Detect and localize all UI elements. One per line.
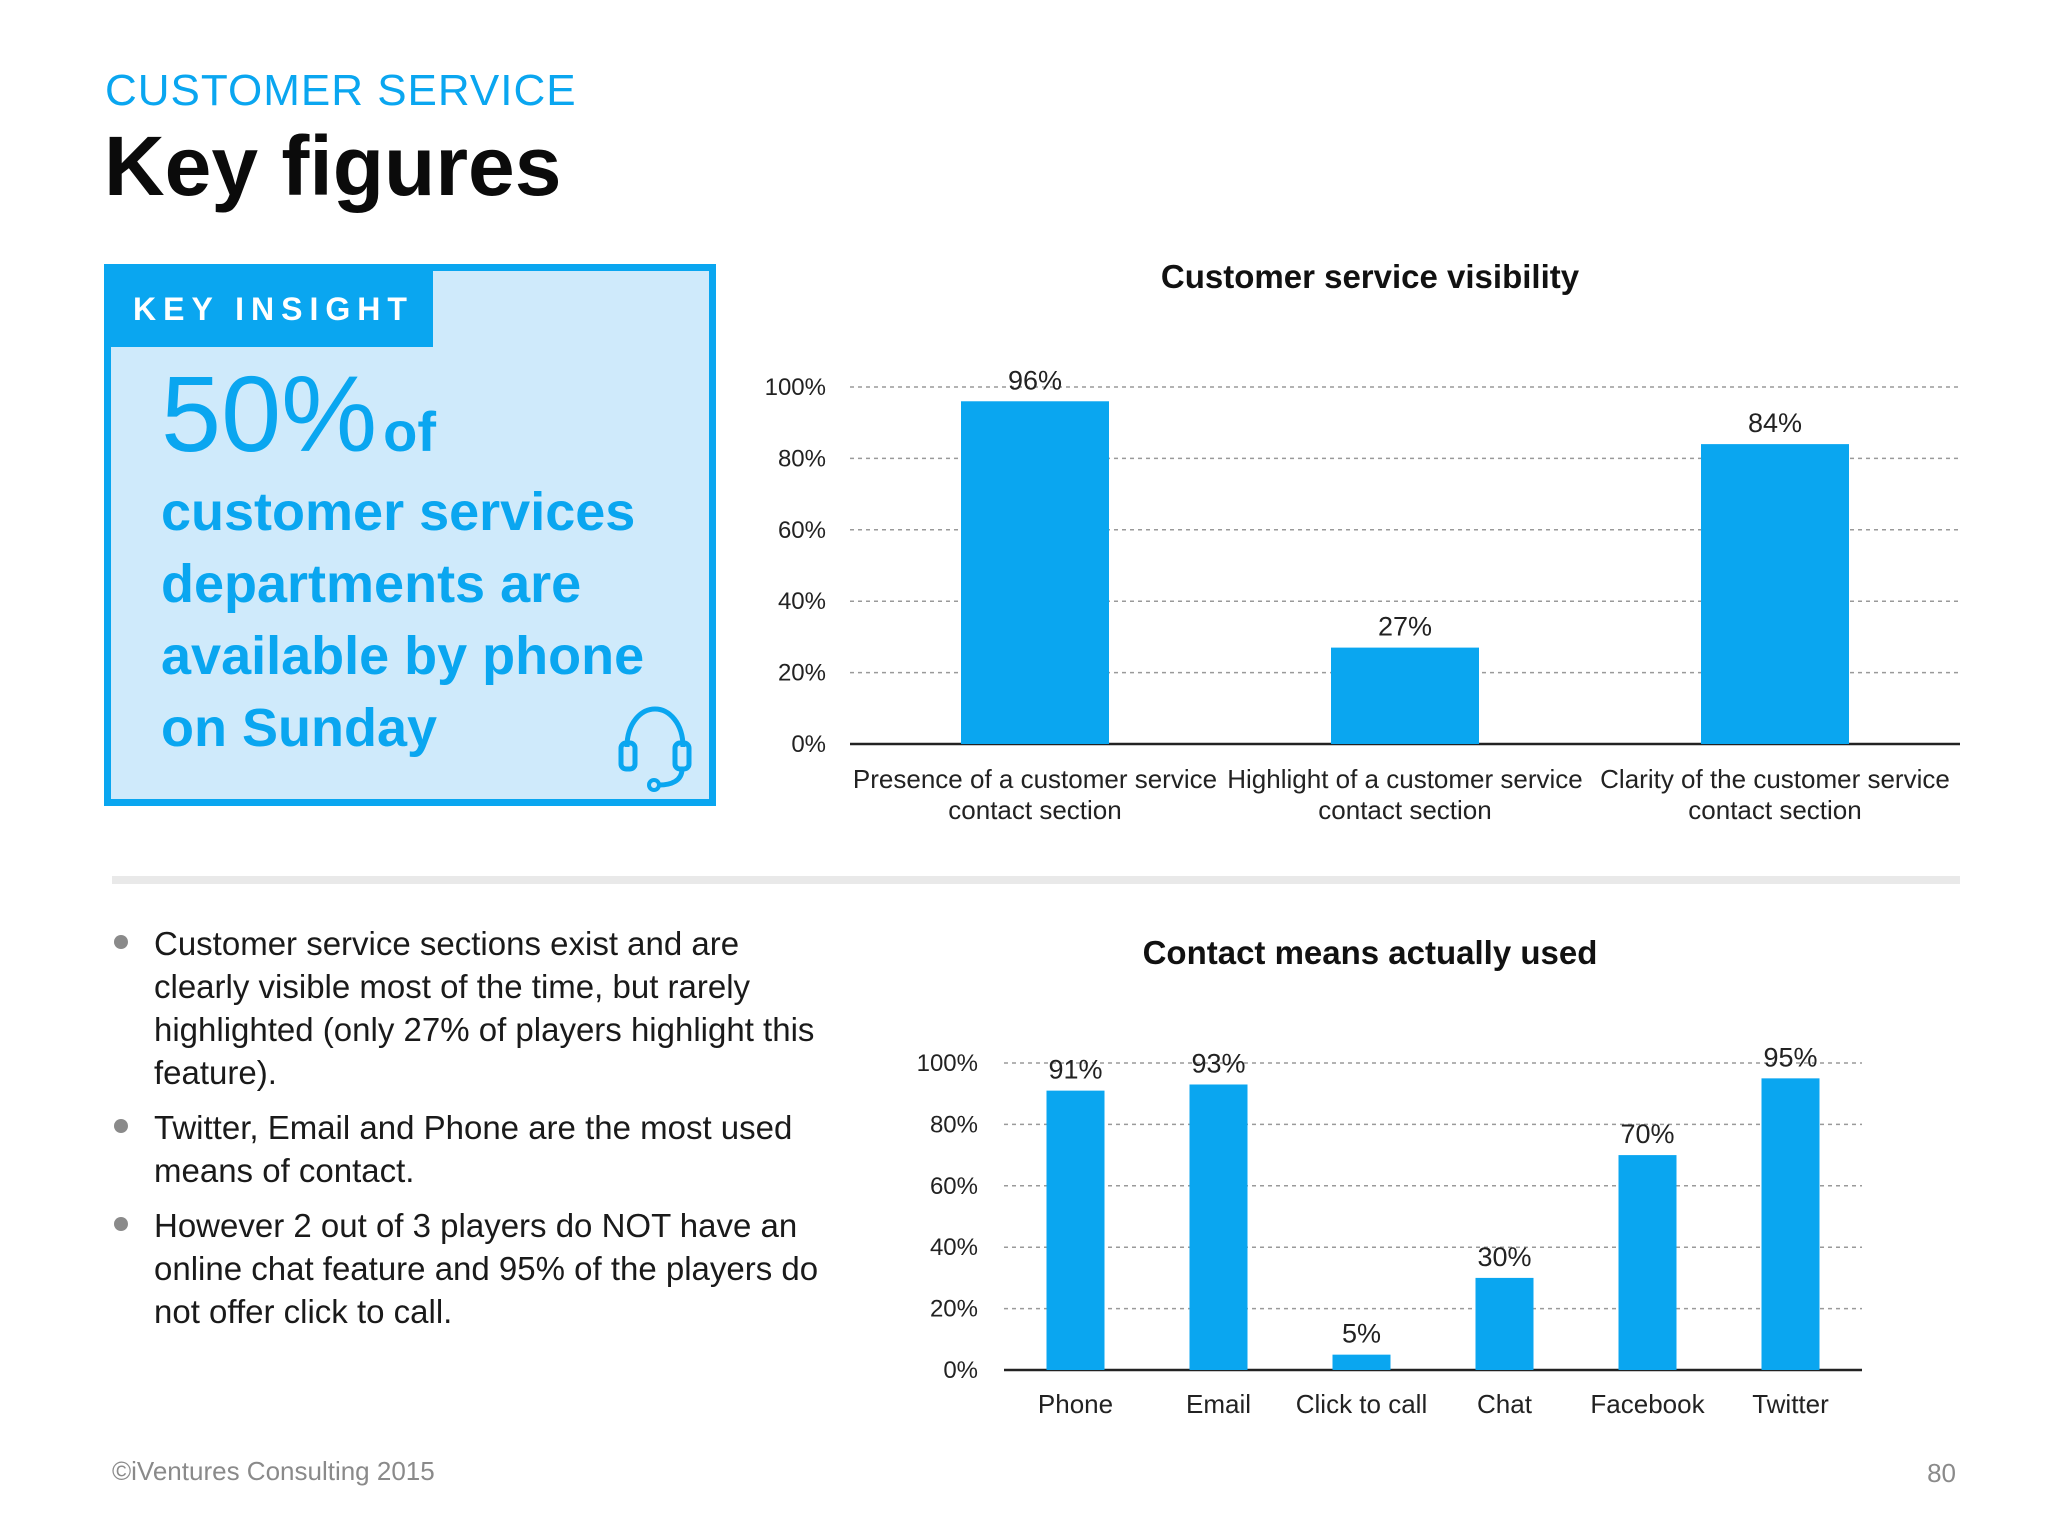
bar <box>1701 444 1849 744</box>
insight-percent-line: 50% of <box>161 351 436 476</box>
bullet-dot-icon <box>114 1119 128 1133</box>
insight-of-word: of <box>383 400 437 463</box>
section-divider <box>112 876 1960 884</box>
bullet-dot-icon <box>114 935 128 949</box>
y-tick-label: 20% <box>930 1296 978 1323</box>
bar <box>1332 1354 1391 1370</box>
bar <box>961 401 1109 744</box>
category-label: Highlight of a customer service <box>1227 764 1582 794</box>
bullet-item: Customer service sections exist and are … <box>112 922 832 1094</box>
bullet-list: Customer service sections exist and are … <box>112 922 832 1345</box>
y-tick-label: 80% <box>930 1111 978 1138</box>
y-tick-label: 60% <box>778 517 826 544</box>
bullet-item: Twitter, Email and Phone are the most us… <box>112 1106 832 1192</box>
category-label: contact section <box>1318 795 1491 825</box>
insight-text: customer services departments are availa… <box>161 482 645 758</box>
bar <box>1618 1155 1677 1370</box>
bar-value-label: 70% <box>1620 1119 1674 1149</box>
category-label: Clarity of the customer service <box>1600 764 1950 794</box>
insight-percent: 50% <box>161 353 378 474</box>
bar <box>1761 1078 1820 1370</box>
bar <box>1475 1277 1534 1370</box>
bar-value-label: 5% <box>1342 1319 1381 1349</box>
bar-value-label: 96% <box>1008 365 1062 395</box>
y-tick-label: 40% <box>930 1234 978 1261</box>
chart1-title: Customer service visibility <box>1160 258 1580 295</box>
key-insight-tab: KEY INSIGHT <box>111 271 433 347</box>
y-tick-label: 0% <box>791 731 826 758</box>
category-label: Click to call <box>1296 1389 1427 1419</box>
category-label: Chat <box>1477 1389 1533 1419</box>
y-tick-label: 100% <box>917 1050 978 1077</box>
bar-value-label: 95% <box>1763 1042 1817 1072</box>
bullet-text: However 2 out of 3 players do NOT have a… <box>154 1207 819 1330</box>
key-insight-box: KEY INSIGHT 50% of customer services depa… <box>104 264 716 806</box>
y-tick-label: 60% <box>930 1173 978 1200</box>
y-tick-label: 100% <box>765 374 826 401</box>
bar-value-label: 30% <box>1477 1242 1531 1272</box>
bar <box>1189 1084 1248 1370</box>
category-label: Facebook <box>1590 1389 1705 1419</box>
copyright: ©iVentures Consulting 2015 <box>112 1456 435 1486</box>
bar-value-label: 27% <box>1378 612 1432 642</box>
y-tick-label: 0% <box>943 1357 978 1384</box>
bar-value-label: 91% <box>1048 1055 1102 1085</box>
headset-icon <box>618 706 692 792</box>
bar-value-label: 84% <box>1748 408 1802 438</box>
bullet-text: Customer service sections exist and are … <box>154 925 815 1091</box>
page-number: 80 <box>1927 1458 1956 1488</box>
category-label: Email <box>1186 1389 1251 1419</box>
y-tick-label: 40% <box>778 588 826 615</box>
category-label: Twitter <box>1752 1389 1829 1419</box>
page-title: Key figures <box>104 119 562 213</box>
bullet-text: Twitter, Email and Phone are the most us… <box>154 1109 793 1189</box>
section-eyebrow: CUSTOMER SERVICE <box>105 66 577 115</box>
y-tick-label: 20% <box>778 660 826 687</box>
visibility-chart: 0% 20% 40% 60% 80% 100% 96% Presence of a custo… <box>765 365 1960 825</box>
bar-value-label: 93% <box>1191 1048 1245 1078</box>
bar <box>1331 647 1479 744</box>
y-tick-label: 80% <box>778 445 826 472</box>
bullet-item: However 2 out of 3 players do NOT have a… <box>112 1204 832 1333</box>
chart2-title: Contact means actually used <box>1142 934 1598 971</box>
category-label: contact section <box>1688 795 1861 825</box>
bar <box>1046 1090 1105 1370</box>
contact-means-chart: 0% 20% 40% 60% 80% 100% 91% Phone 93% Email 5% Clic… <box>917 1042 1862 1419</box>
category-label: Presence of a customer service <box>853 764 1217 794</box>
category-label: Phone <box>1038 1389 1113 1419</box>
bullet-dot-icon <box>114 1217 128 1231</box>
category-label: contact section <box>948 795 1121 825</box>
